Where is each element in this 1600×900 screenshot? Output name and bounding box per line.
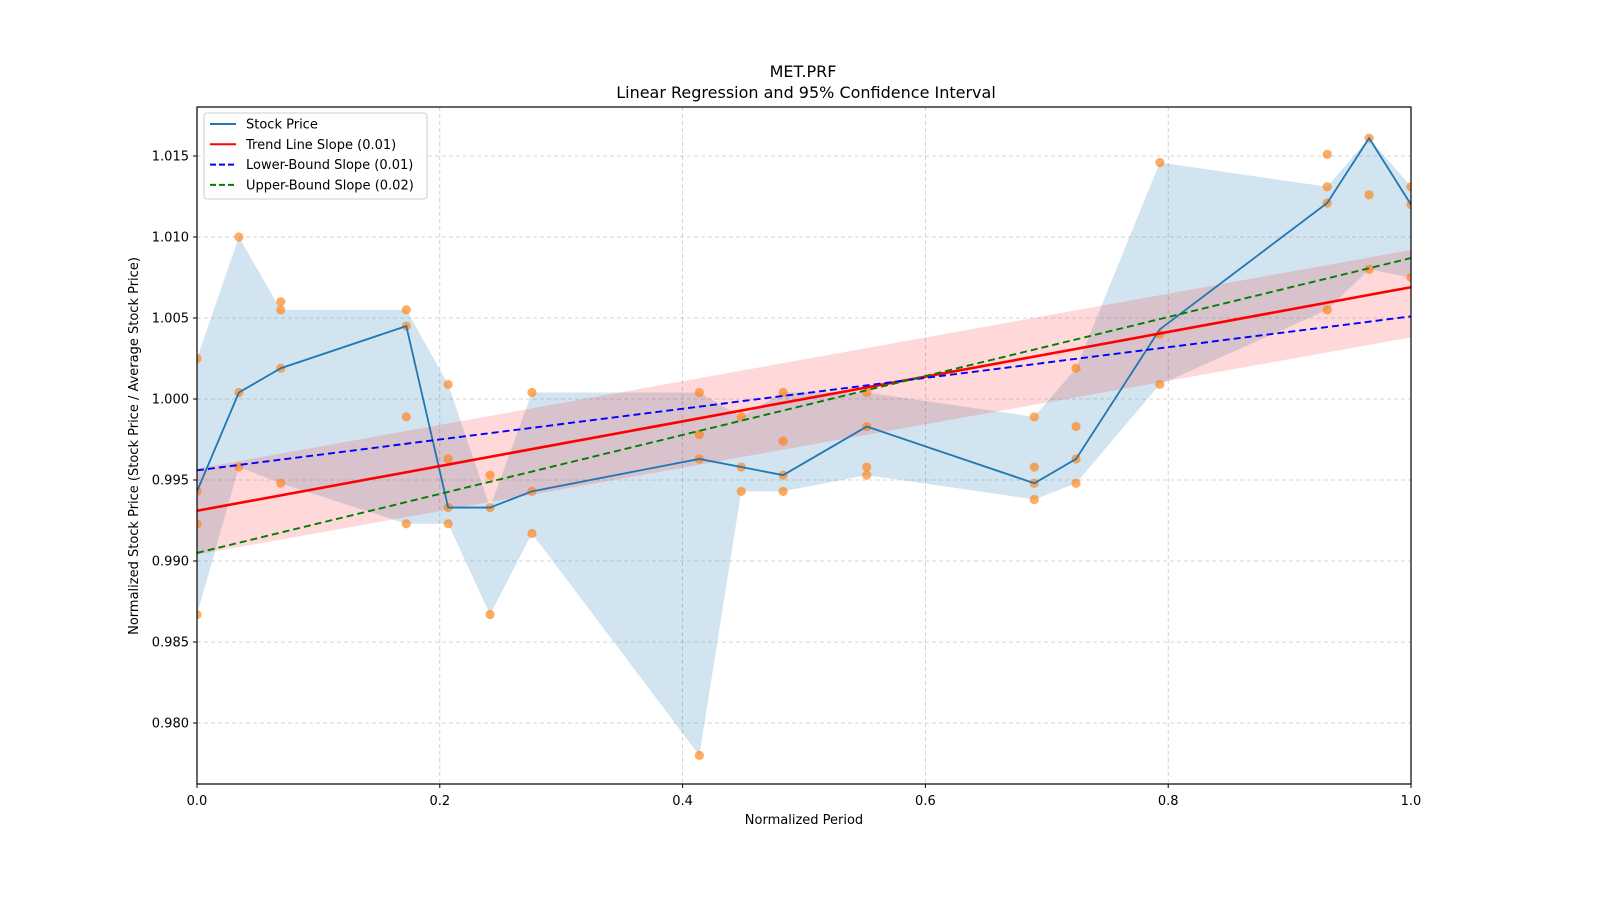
scatter-point bbox=[401, 412, 411, 422]
scatter-point bbox=[276, 297, 286, 307]
x-tick-label: 0.8 bbox=[1158, 794, 1179, 809]
scatter-point bbox=[862, 470, 872, 480]
x-axis: 0.0 0.2 0.4 0.6 0.8 1.0 bbox=[187, 784, 1422, 809]
stock-range-band bbox=[197, 138, 1411, 756]
scatter-point bbox=[1155, 379, 1165, 390]
scatter-point bbox=[276, 305, 286, 315]
scatter-point bbox=[778, 387, 788, 398]
chart-subtitle: Linear Regression and 95% Confidence Int… bbox=[616, 83, 996, 102]
scatter-point bbox=[694, 387, 704, 398]
scatter-point bbox=[1322, 305, 1332, 315]
scatter-point bbox=[1322, 149, 1332, 159]
x-axis-label: Normalized Period bbox=[745, 813, 863, 828]
x-tick-label: 0.2 bbox=[429, 794, 450, 809]
legend-label: Trend Line Slope (0.01) bbox=[245, 138, 396, 153]
lower-bound-line bbox=[197, 315, 1411, 472]
scatter-point bbox=[1364, 264, 1374, 274]
scatter-point bbox=[485, 609, 495, 620]
x-tick-label: 1.0 bbox=[1401, 794, 1422, 809]
y-tick-label: 1.010 bbox=[152, 231, 189, 246]
legend-label: Lower-Bound Slope (0.01) bbox=[246, 158, 413, 173]
scatter-point bbox=[527, 387, 537, 398]
trend-line bbox=[197, 285, 1411, 513]
legend-label: Stock Price bbox=[246, 118, 318, 133]
scatter-point bbox=[736, 412, 746, 422]
range-band-layer bbox=[197, 138, 1411, 756]
scatter-point bbox=[778, 436, 788, 446]
scatter-point bbox=[862, 462, 872, 472]
scatter-point bbox=[443, 379, 453, 390]
scatter-point bbox=[694, 750, 704, 761]
legend: Stock Price Trend Line Slope (0.01) Lower-… bbox=[203, 112, 428, 200]
scatter-point bbox=[443, 519, 453, 529]
scatter-point bbox=[401, 305, 411, 315]
y-tick-label: 0.980 bbox=[152, 717, 189, 732]
scatter-point bbox=[276, 478, 286, 488]
scatter-point bbox=[401, 519, 411, 529]
scatter-point bbox=[1071, 363, 1081, 373]
chart-title: MET.PRF bbox=[770, 62, 837, 81]
scatter-point bbox=[1029, 494, 1039, 505]
scatter-point bbox=[197, 353, 202, 364]
legend-label: Upper-Bound Slope (0.02) bbox=[246, 178, 414, 193]
scatter-point bbox=[1406, 182, 1411, 192]
scatter-point bbox=[1322, 182, 1332, 192]
scatter-point bbox=[485, 470, 495, 480]
scatter-point bbox=[1155, 157, 1165, 168]
y-axis-label: Normalized Stock Price (Stock Price / Av… bbox=[127, 257, 142, 635]
plot-frame bbox=[196, 106, 1412, 785]
scatter-point bbox=[1071, 421, 1081, 432]
scatter-point bbox=[1029, 412, 1039, 422]
scatter-point bbox=[234, 232, 244, 242]
scatter-point bbox=[197, 519, 202, 529]
y-tick-label: 1.005 bbox=[152, 312, 189, 327]
scatter-point bbox=[197, 609, 202, 620]
scatter-point bbox=[1406, 272, 1411, 283]
scatter-point bbox=[1071, 478, 1081, 488]
y-axis: 0.980 0.985 0.990 0.995 1.000 1.005 1.010 1.015 bbox=[152, 150, 197, 732]
legend-box bbox=[203, 112, 428, 200]
x-tick-label: 0.6 bbox=[915, 794, 936, 809]
scatter-point bbox=[736, 486, 746, 496]
scatter-point bbox=[527, 528, 537, 539]
line-layer bbox=[197, 136, 1411, 554]
scatter-point bbox=[694, 430, 704, 440]
stock-price-line bbox=[197, 136, 1411, 509]
x-tick-label: 0.0 bbox=[187, 794, 208, 809]
y-tick-label: 0.985 bbox=[152, 636, 189, 651]
scatter-point bbox=[443, 454, 453, 464]
y-tick-label: 0.990 bbox=[152, 555, 189, 570]
y-tick-label: 1.000 bbox=[152, 393, 189, 408]
y-tick-label: 1.015 bbox=[152, 150, 189, 165]
x-tick-label: 0.4 bbox=[672, 794, 693, 809]
y-tick-label: 0.995 bbox=[152, 474, 189, 489]
scatter-point bbox=[778, 486, 788, 496]
scatter-point bbox=[1029, 462, 1039, 472]
scatter-point bbox=[1364, 190, 1374, 200]
